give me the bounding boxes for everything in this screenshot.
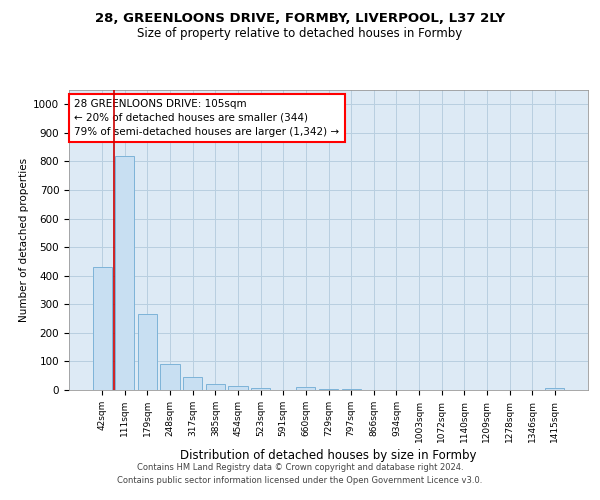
- Text: Size of property relative to detached houses in Formby: Size of property relative to detached ho…: [137, 28, 463, 40]
- Bar: [183, 376, 202, 390]
- Bar: [229, 386, 248, 390]
- Bar: [545, 388, 565, 390]
- Bar: [115, 156, 134, 390]
- X-axis label: Distribution of detached houses by size in Formby: Distribution of detached houses by size …: [180, 449, 477, 462]
- Bar: [319, 389, 338, 390]
- Y-axis label: Number of detached properties: Number of detached properties: [19, 158, 29, 322]
- Text: 28 GREENLOONS DRIVE: 105sqm
← 20% of detached houses are smaller (344)
79% of se: 28 GREENLOONS DRIVE: 105sqm ← 20% of det…: [74, 99, 340, 137]
- Bar: [251, 388, 270, 390]
- Bar: [138, 314, 157, 390]
- Bar: [296, 387, 316, 390]
- Bar: [160, 364, 180, 390]
- Bar: [206, 384, 225, 390]
- Bar: [92, 267, 112, 390]
- Text: Contains HM Land Registry data © Crown copyright and database right 2024.
Contai: Contains HM Land Registry data © Crown c…: [118, 464, 482, 485]
- Bar: [341, 389, 361, 390]
- Text: 28, GREENLOONS DRIVE, FORMBY, LIVERPOOL, L37 2LY: 28, GREENLOONS DRIVE, FORMBY, LIVERPOOL,…: [95, 12, 505, 26]
